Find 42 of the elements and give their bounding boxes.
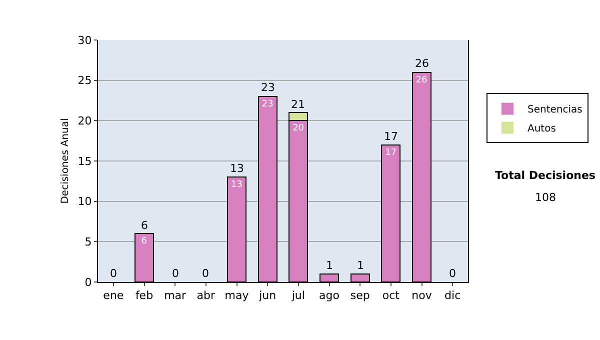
y-tick-label: 5 xyxy=(84,236,92,249)
total-label: 23 xyxy=(261,81,275,94)
x-tick-label: jul xyxy=(290,289,305,302)
legend-label: Autos xyxy=(528,124,556,135)
y-tick-label: 15 xyxy=(78,154,92,168)
total-label: 0 xyxy=(172,267,179,280)
x-tick-label: sep xyxy=(350,289,370,302)
total-label: 26 xyxy=(415,57,429,70)
x-tick-label: jun xyxy=(258,289,276,302)
y-tick-label: 25 xyxy=(78,74,92,88)
data-label: 13 xyxy=(231,180,242,190)
total-label: 13 xyxy=(230,162,244,175)
legend-label: Sentencias xyxy=(528,104,582,116)
y-axis-title: Decisiones Anual xyxy=(60,118,71,204)
data-label: 6 xyxy=(141,236,148,247)
x-tick-label: oct xyxy=(382,289,400,302)
total-label: 1 xyxy=(357,259,364,272)
data-label: 23 xyxy=(262,99,274,110)
x-tick-label: dic xyxy=(444,289,461,302)
text: 108 xyxy=(535,191,556,204)
data-label: 20 xyxy=(292,124,304,134)
data-label: 17 xyxy=(385,148,397,158)
total-label: 1 xyxy=(326,259,333,272)
x-tick-label: abr xyxy=(196,289,216,302)
y-tick-label: 20 xyxy=(78,114,92,128)
total-label: 0 xyxy=(110,267,117,280)
total-label: 0 xyxy=(449,267,456,280)
y-tick-label: 30 xyxy=(78,34,92,47)
x-tick-label: nov xyxy=(412,289,432,302)
total-label: 6 xyxy=(141,219,148,232)
y-tick-label: 0 xyxy=(84,276,92,289)
x-tick-label: may xyxy=(224,289,250,302)
data-label: 26 xyxy=(416,75,428,86)
text: Total Decisiones xyxy=(495,169,596,182)
x-tick-label: mar xyxy=(164,289,187,302)
total-label: 17 xyxy=(384,130,398,143)
total-label: 0 xyxy=(202,267,209,280)
total-label: 21 xyxy=(291,98,305,111)
y-tick-label: 10 xyxy=(78,195,92,208)
x-tick-label: ago xyxy=(319,289,340,302)
x-tick-label: feb xyxy=(135,289,154,302)
x-tick-label: ene xyxy=(103,289,124,302)
